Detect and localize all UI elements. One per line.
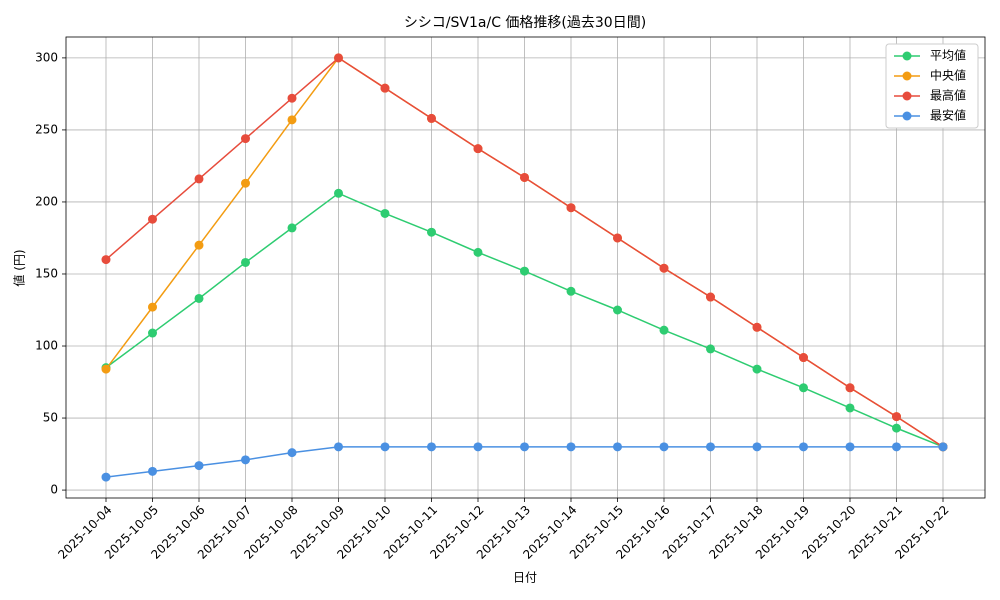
data-point [473,144,483,154]
y-tick-label: 50 [43,411,58,425]
data-point [659,442,669,452]
data-point [938,442,948,452]
legend-box [885,43,979,129]
data-point [520,172,529,182]
data-point [334,188,343,198]
data-point [659,325,669,335]
data-point [427,442,436,452]
data-point [892,442,901,452]
legend-label: 中央値 [930,68,966,83]
y-tick-label: 250 [35,122,58,136]
data-point [427,113,436,123]
data-point [194,240,204,250]
data-point [101,255,111,265]
data-point [334,53,343,63]
data-point [194,293,204,303]
chart-title: シシコ/SV1a/C 価格推移(過去30日間) [404,15,646,31]
data-point [613,233,622,243]
data-point [706,292,715,302]
data-point [148,328,157,338]
data-point [148,302,157,312]
data-point [287,115,297,125]
data-point [752,364,762,374]
data-point [148,214,157,224]
data-point [706,442,715,452]
data-point [566,442,576,452]
data-point [473,247,483,257]
data-point [892,412,901,422]
data-point [845,403,855,413]
data-point [287,223,297,233]
y-axis-label: 値 (円) [12,249,27,286]
data-point [287,93,297,103]
data-point [241,257,250,267]
data-point [334,442,343,452]
data-point [148,466,157,476]
data-point [287,448,297,458]
data-point [520,442,529,452]
data-point [706,344,715,354]
data-point [799,442,808,452]
data-point [473,442,483,452]
y-tick-label: 150 [35,266,58,280]
legend-label: 平均値 [930,48,966,63]
data-point [194,461,204,471]
data-point [752,322,762,332]
data-point [566,286,576,296]
data-point [427,227,436,237]
data-point [101,472,111,482]
legend-label: 最高値 [930,88,966,103]
legend-marker [902,71,912,81]
y-tick-label: 300 [35,50,58,64]
data-point [659,263,669,273]
data-point [892,423,901,433]
plot-frame [65,36,986,499]
data-point [845,442,855,452]
data-point [799,383,808,393]
data-point [101,364,111,374]
data-point [752,442,762,452]
data-point [845,383,855,393]
y-tick-label: 0 [50,483,58,497]
data-point [380,208,390,218]
legend-marker [902,91,912,101]
legend-marker [902,111,912,121]
data-point [566,203,576,213]
data-point [241,455,250,465]
data-point [799,353,808,363]
data-point [380,442,390,452]
y-tick-label: 100 [35,339,58,353]
data-point [613,305,622,315]
data-point [241,134,250,144]
x-axis-label: 日付 [513,571,537,585]
data-point [380,83,390,93]
data-point [613,442,622,452]
data-point [520,266,529,276]
data-point [194,174,204,184]
data-point [241,178,250,188]
legend-label: 最安値 [930,108,966,123]
y-tick-label: 200 [35,194,58,208]
legend-marker [902,51,912,61]
